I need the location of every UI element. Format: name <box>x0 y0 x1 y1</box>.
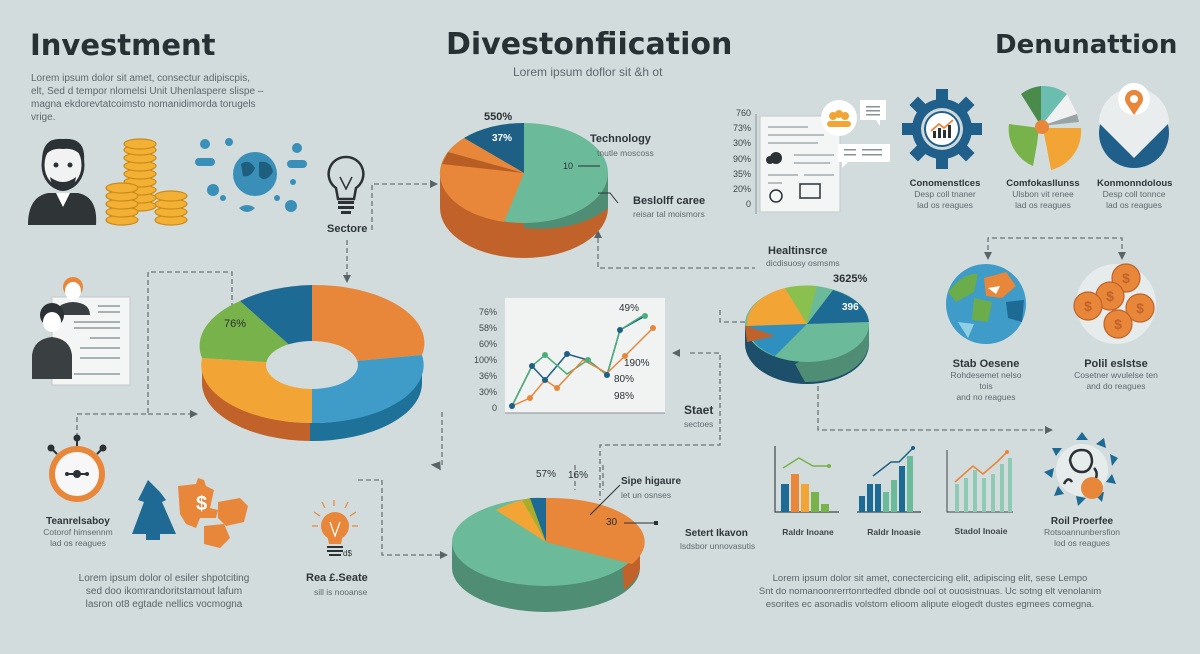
doc-axis: 760 73% 30% 90% 35% 20% 0 <box>732 108 751 209</box>
sectors-label: Sectore <box>327 223 368 235</box>
technology-caption-block: Teanrelsaboy Cotorof himsennm lad os rea… <box>43 516 113 548</box>
growth-line-chart <box>505 298 665 414</box>
sector-pie-chart <box>452 497 645 612</box>
real-estate-label: Rea £.Seate <box>306 572 368 584</box>
healthcare-pie-label: Healtinsrce <box>768 245 828 257</box>
top-icon-caption-1: Conomenstlces Desp coll tnaner lad os re… <box>909 178 981 210</box>
healthcare-caption: reisar tal moismors <box>633 209 705 219</box>
mini-bar-chart-2 <box>857 446 921 513</box>
technology-caption: tnutle moscoss <box>597 148 654 158</box>
svg-text:$: $ <box>1114 316 1122 332</box>
line-ann-2: 190% <box>624 358 650 369</box>
top-icon-caption-2: Comfokasllunss Ulsbon vit renee lad os r… <box>1006 178 1080 210</box>
portfolio-estate-caption: Polil eslstse Cosetner wvulelse ten and … <box>1074 358 1158 391</box>
network-clock-icon <box>47 434 107 502</box>
location-pin-icon <box>1099 83 1169 168</box>
allocation-donut-chart <box>199 284 425 442</box>
select-label: Setert Ikavon <box>685 528 748 539</box>
coin-stacks-icon <box>105 138 188 226</box>
risk-badge-icon <box>1044 432 1118 506</box>
diversification-title: Divestonfiication <box>446 27 733 62</box>
mini-chart-label-1: Raldr Inoane <box>782 527 834 537</box>
lightbulb-icon <box>327 155 365 214</box>
donut-percent-label: 76% <box>224 318 247 330</box>
investment-description: Lorem ipsum dolor sit amet, consectur ad… <box>31 73 264 123</box>
mini-chart-label-2: Raldr Inoasie <box>867 527 921 537</box>
pie-top-inner-percent: 37% <box>492 133 513 144</box>
world-map-globe-icon <box>946 264 1026 344</box>
diversification-subtitle: Lorem ipsum doflor sit &h ot <box>513 65 663 79</box>
slice-label: Sipe higaure <box>621 476 682 487</box>
bottom-pie-pct-1: 57% <box>536 469 557 480</box>
investment-title: Investment <box>30 28 216 62</box>
gear-growth-icon <box>902 89 982 169</box>
healthcare-pie-chart <box>745 285 869 384</box>
line-ann-4: 98% <box>614 391 635 402</box>
svg-text:$: $ <box>1084 298 1092 314</box>
bottom-pie-value: 30 <box>606 517 618 528</box>
slice-caption: let un osnses <box>621 490 672 500</box>
technology-pie-chart <box>439 123 608 258</box>
healthcare-pct-top: 3625% <box>833 273 868 285</box>
line-chart-y-axis: 76% 58% 60% 100% 36% 30% 0 <box>473 307 497 413</box>
state-caption: sectoes <box>684 419 714 429</box>
leader-line <box>578 166 619 196</box>
top-icon-caption-3: Konmonndolous Desp coll tonnce lad os re… <box>1097 178 1173 210</box>
svg-text:d$: d$ <box>343 549 352 558</box>
stable-income-caption: Stab Oesene Rohdesemet nelso tois and no… <box>950 358 1022 402</box>
investor-avatar-icon <box>28 138 97 225</box>
svg-text:$: $ <box>1136 300 1144 316</box>
real-estate-caption: sill is nooanse <box>314 587 368 597</box>
pie-top-value: 10 <box>563 161 574 171</box>
line-ann-1: 49% <box>619 303 640 314</box>
state-label: Staet <box>684 403 714 417</box>
risk-caption: Roil Proerfee Rotsoannunbersfion lod os … <box>1043 516 1121 548</box>
mini-bar-chart-3 <box>946 450 1013 513</box>
svg-text:$: $ <box>196 493 207 515</box>
mini-chart-label-3: Stadol Inoaie <box>954 526 1008 536</box>
bottom-left-paragraph: Lorem ipsum dolor ol esiler shpotciting … <box>78 573 250 610</box>
line-ann-3: 80% <box>614 374 635 385</box>
puzzle-dollar-icon: $ <box>132 478 248 548</box>
technology-label: Technology <box>590 133 651 145</box>
svg-text:$: $ <box>1106 288 1114 304</box>
healthcare-label: Beslolff caree <box>633 195 706 207</box>
pie-top-percent: 550% <box>484 111 513 123</box>
team-profiles-icon <box>32 277 131 386</box>
leader-lines <box>589 484 658 525</box>
bottom-right-paragraph: Lorem ipsum dolor sit amet, conectercici… <box>758 573 1102 610</box>
pie-segments-icon <box>1008 85 1082 170</box>
document-report-icon <box>755 100 890 214</box>
denomination-title: Denunattion <box>995 30 1178 60</box>
healthcare-pct-inner: 396 <box>842 302 859 313</box>
healthcare-pie-caption: dicdisuosy osmsms <box>766 258 840 268</box>
svg-text:$: $ <box>1122 270 1130 286</box>
select-caption: lsdsbor unnovasutis <box>680 541 756 551</box>
global-network-icon <box>195 138 307 212</box>
idea-lightbulb-icon: d$ <box>312 500 358 558</box>
bottom-pie-pct-2: 16% <box>568 470 589 481</box>
mini-bar-chart-1 <box>774 446 839 513</box>
coins-pile-icon: $$$ $$ <box>1073 263 1156 344</box>
